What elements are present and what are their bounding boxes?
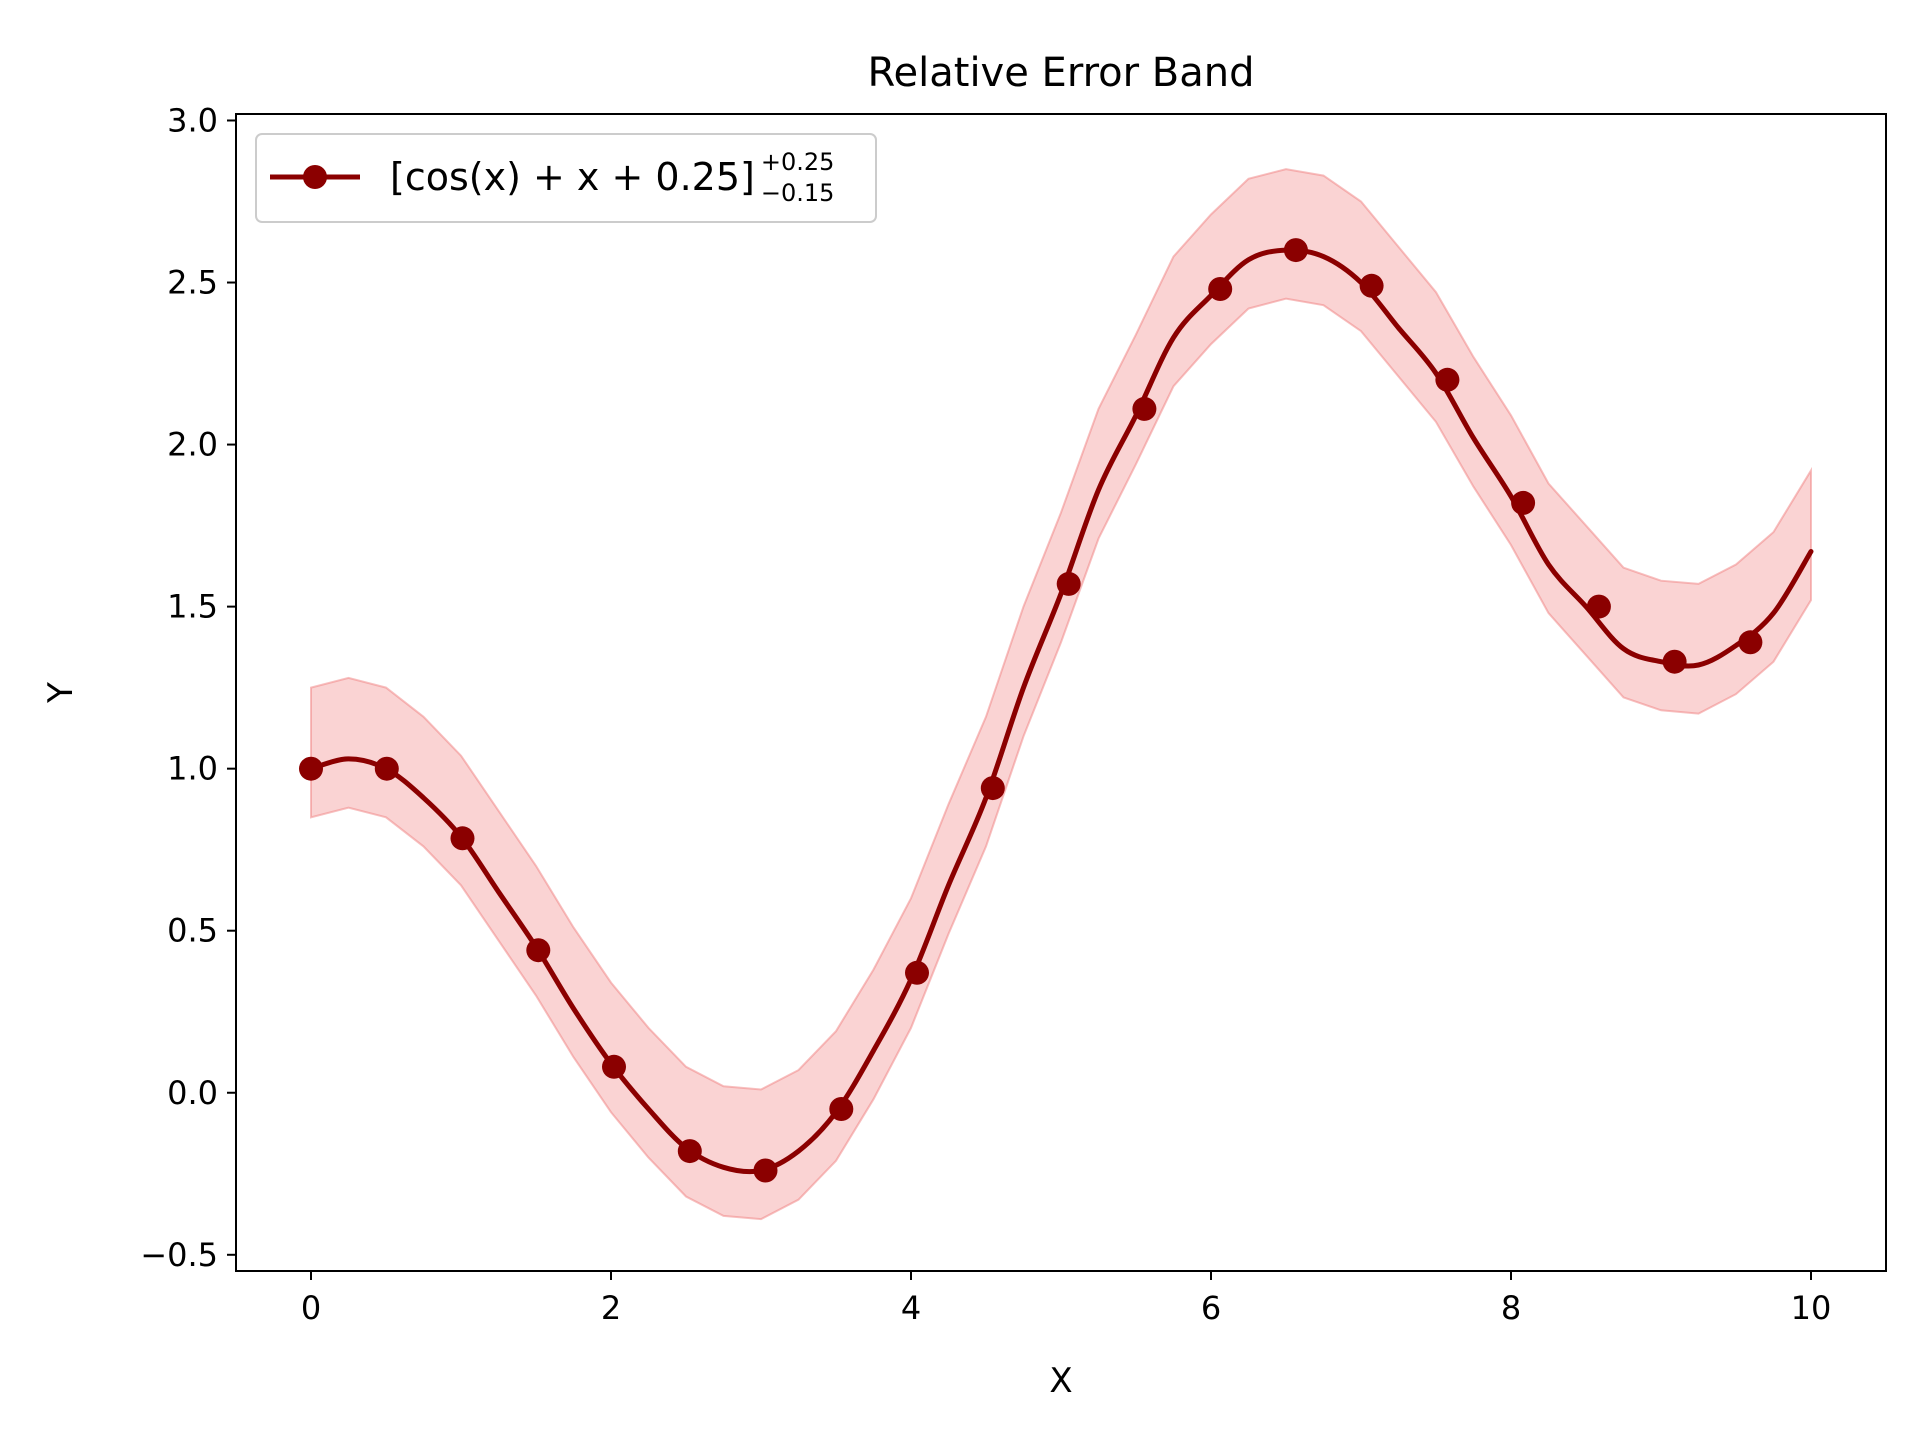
legend: [cos(x) + x + 0.25] +0.25 −0.15: [255, 133, 877, 223]
data-point: [1586, 594, 1611, 619]
data-point: [980, 776, 1005, 801]
y-tick-label: 2.0: [167, 426, 218, 464]
data-point: [299, 756, 323, 781]
error-band: [310, 168, 1812, 1221]
marker-layer: [299, 238, 1763, 1183]
data-point: [602, 1054, 626, 1079]
data-point: [1359, 273, 1384, 298]
error-band-layer: [310, 168, 1812, 1221]
data-point: [526, 938, 551, 963]
y-tick-label: 1.0: [167, 750, 218, 788]
y-tick-label: 0.0: [167, 1074, 218, 1112]
legend-entry: [cos(x) + x + 0.25]: [390, 155, 755, 199]
y-axis-label: Y: [41, 682, 81, 704]
data-point: [905, 960, 929, 985]
x-tick-label: 8: [1501, 1289, 1521, 1327]
x-tick-label: 2: [601, 1289, 621, 1327]
legend-marker-swatch: [303, 165, 327, 189]
data-point: [1738, 630, 1763, 655]
data-point: [753, 1158, 778, 1183]
data-point: [1208, 277, 1233, 301]
x-tick-label: 10: [1791, 1289, 1832, 1327]
x-axis-ticks: 0 2 4 6 8 10: [301, 1271, 1832, 1327]
y-axis-ticks: −0.5 0.0 0.5 1.0 1.5 2.0 2.5 3.0: [140, 101, 236, 1274]
data-point: [1435, 367, 1460, 392]
y-tick-label: 3.0: [167, 101, 218, 139]
legend-box: [255, 133, 877, 223]
data-point: [677, 1139, 702, 1164]
x-tick-label: 6: [1201, 1289, 1221, 1327]
series-line-layer: [308, 247, 1814, 1175]
data-point: [450, 826, 475, 851]
y-tick-label: −0.5: [140, 1236, 218, 1274]
series-line: [308, 247, 1814, 1175]
data-point: [829, 1097, 854, 1121]
data-point: [1132, 396, 1157, 421]
data-point: [1511, 490, 1536, 515]
y-tick-label: 2.5: [167, 264, 218, 302]
data-point: [1283, 238, 1308, 263]
legend-subscript: −0.15: [761, 179, 835, 207]
legend-superscript: +0.25: [761, 148, 835, 176]
x-tick-label: 4: [901, 1289, 921, 1327]
y-tick-label: 1.5: [167, 588, 218, 626]
data-point: [1662, 649, 1687, 674]
data-point: [374, 756, 399, 781]
plot-frame: [235, 113, 1887, 1272]
x-tick-label: 0: [301, 1289, 321, 1327]
chart-title: Relative Error Band: [868, 50, 1255, 96]
x-axis-label: X: [1049, 1361, 1072, 1401]
legend-main-text: [cos(x) + x + 0.25]: [390, 155, 755, 199]
data-point: [1056, 571, 1081, 596]
y-tick-label: 0.5: [167, 912, 218, 950]
